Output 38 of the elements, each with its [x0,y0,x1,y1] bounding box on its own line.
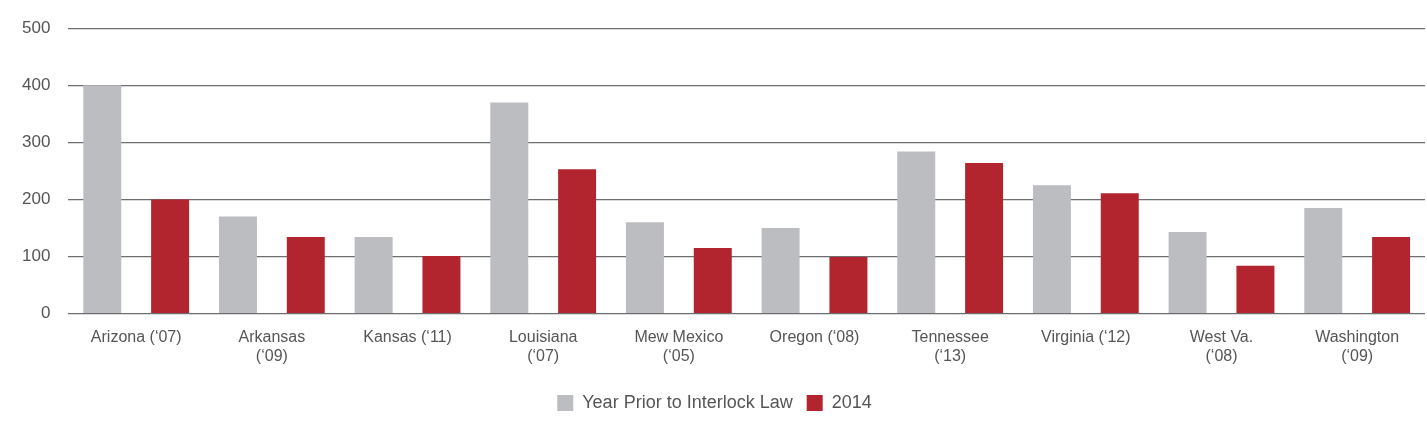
bar [490,102,529,313]
bar [354,237,393,313]
x-tick-label: Mew Mexico (‘05) [634,327,724,364]
x-tick-label: Oregon (‘08) [769,327,860,345]
bar [693,247,732,313]
x-tick-label: Washington (‘09) [1315,327,1400,364]
bar [625,222,664,313]
bar [1032,185,1071,313]
x-tick-label: West Va. (‘08) [1189,327,1254,364]
legend-label: Year Prior to Interlock Law [582,391,794,412]
bar [558,169,597,313]
x-tick-label: Arkansas (‘09) [238,327,306,364]
x-tick-label: Arizona (‘07) [90,327,182,345]
bar [1236,265,1275,313]
y-tick-label: 300 [21,132,51,152]
y-tick-label: 100 [21,246,51,266]
x-tick-label: Tennessee (‘13) [911,327,989,364]
bar [1304,208,1343,313]
legend-label: 2014 [831,391,872,412]
x-tick-label: Kansas (‘11) [363,327,452,345]
bar [218,216,257,313]
y-tick-label: 500 [21,17,51,37]
bar [897,151,936,313]
bar [286,237,325,313]
y-tick-label: 200 [21,189,51,209]
bar [151,199,190,313]
bar [1100,193,1139,313]
bar [422,255,461,313]
bar [761,227,800,313]
y-tick-label: 0 [40,303,51,323]
bar [965,162,1004,313]
bar [829,257,868,313]
bar [1372,237,1411,313]
x-tick-label: Louisiana (‘07) [508,327,578,364]
bar [83,85,122,313]
bar [1168,231,1207,313]
x-tick-label: Virginia (‘12) [1041,327,1131,345]
y-tick-label: 400 [21,74,51,94]
